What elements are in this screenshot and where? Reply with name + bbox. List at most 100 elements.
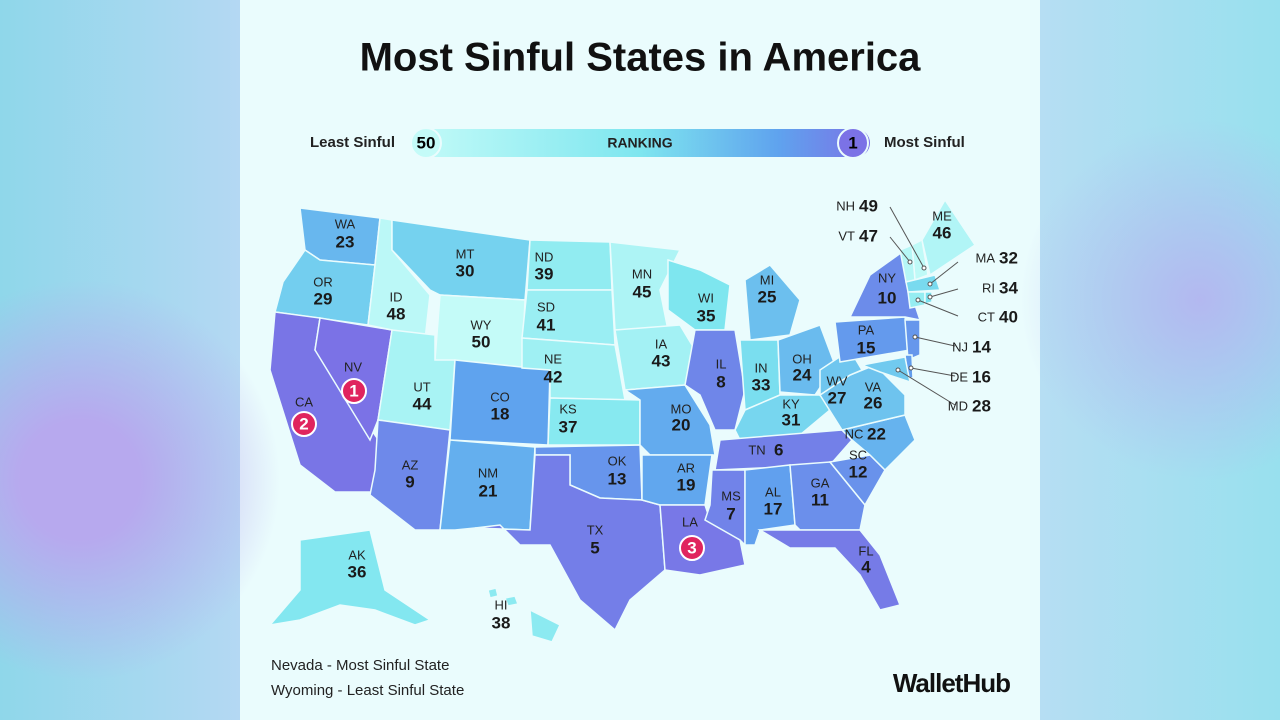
state-abbr: NV — [344, 359, 362, 374]
note: Wyoming - Least Sinful State — [271, 682, 464, 699]
state-rank: 45 — [633, 282, 652, 301]
state-rank: 19 — [677, 475, 696, 494]
state-abbr: CO — [490, 389, 510, 404]
state-abbr: VT — [838, 228, 855, 243]
state-abbr: NJ — [952, 339, 968, 354]
leader-line — [889, 236, 911, 263]
leader-dot — [907, 259, 913, 265]
state-rank: 10 — [878, 288, 897, 307]
leader-dot — [927, 294, 933, 300]
state-rank: 50 — [472, 332, 491, 351]
brand-logo: WalletHub — [893, 668, 1010, 698]
state-abbr: MS — [721, 488, 741, 503]
title: Most Sinful States in America — [360, 36, 922, 80]
state-abbr: PA — [858, 322, 875, 337]
state-rank: 22 — [867, 424, 886, 443]
state-shape — [474, 454, 666, 632]
state-abbr: AL — [765, 484, 781, 499]
legend-most-badge — [837, 127, 869, 159]
rank-badge — [679, 535, 705, 561]
state-rank: 34 — [999, 278, 1018, 297]
state-rank: 3 — [687, 538, 696, 557]
state-rank: 26 — [864, 393, 883, 412]
state-abbr: UT — [413, 379, 430, 394]
state-rank: 24 — [793, 365, 812, 384]
state-rank: 2 — [299, 414, 308, 433]
legend-least-badge — [410, 127, 442, 159]
state-abbr: NY — [878, 270, 896, 285]
state-rank: 7 — [726, 504, 735, 523]
leader-line — [889, 206, 925, 269]
legend-most-rank: 1 — [848, 133, 857, 152]
state-abbr: NM — [478, 465, 498, 480]
note: Nevada - Most Sinful State — [271, 657, 449, 674]
state-abbr: ID — [390, 289, 403, 304]
rank-badge — [291, 411, 317, 437]
state-abbr: MI — [760, 272, 774, 287]
state-shape — [905, 274, 942, 293]
state-abbr: AR — [677, 460, 695, 475]
state-abbr: WI — [698, 290, 714, 305]
state-rank: 41 — [537, 315, 556, 334]
state-abbr: DE — [950, 369, 968, 384]
state-abbr: LA — [682, 514, 698, 529]
state-shape — [744, 264, 801, 341]
state-rank: 29 — [314, 289, 333, 308]
leader-dot — [908, 365, 914, 371]
legend-center: RANKING — [607, 135, 672, 151]
state-shape — [684, 329, 746, 431]
state-rank: 32 — [999, 248, 1018, 267]
state-shape — [904, 319, 921, 362]
state-rank: 12 — [849, 462, 868, 481]
state-abbr: AK — [348, 547, 366, 562]
state-shape — [921, 198, 977, 277]
state-rank: 38 — [492, 613, 511, 632]
state-abbr: IN — [755, 360, 768, 375]
state-rank: 1 — [349, 381, 358, 400]
leader-line — [910, 367, 956, 377]
state-rank: 9 — [405, 472, 414, 491]
state-rank: 43 — [652, 351, 671, 370]
state-rank: 28 — [972, 396, 991, 415]
legend-least-rank: 50 — [417, 133, 436, 152]
state-abbr: ND — [535, 249, 554, 264]
leader-dot — [915, 297, 921, 303]
state-rank: 23 — [336, 232, 355, 251]
state-rank: 39 — [535, 264, 554, 283]
state-abbr: WA — [335, 216, 356, 231]
state-rank: 33 — [752, 375, 771, 394]
state-abbr: VA — [865, 379, 882, 394]
state-rank: 49 — [859, 196, 878, 215]
legend-least: Least Sinful — [310, 134, 395, 151]
state-abbr: SC — [849, 447, 867, 462]
leader-dot — [927, 281, 933, 287]
state-rank: 17 — [764, 499, 783, 518]
state-abbr: WV — [827, 373, 848, 388]
state-shape — [859, 356, 911, 384]
legend-bar — [410, 129, 870, 157]
state-rank: 21 — [479, 481, 498, 500]
state-rank: 18 — [491, 404, 510, 423]
state-abbr: OR — [313, 274, 333, 289]
state-rank: 35 — [697, 306, 716, 325]
state-rank: 25 — [758, 287, 777, 306]
state-abbr: CT — [978, 309, 995, 324]
state-abbr: MN — [632, 266, 652, 281]
state-abbr: NC — [845, 426, 864, 441]
state-rank: 42 — [544, 367, 563, 386]
state-abbr: WY — [471, 317, 492, 332]
map: WA23OR29CA2NV1ID48MT30WY50UT44AZ9CO18NM2… — [268, 196, 1018, 643]
state-shape — [757, 529, 902, 611]
state-rank: 36 — [348, 562, 367, 581]
leader-line — [929, 288, 959, 298]
state-shape — [659, 504, 746, 576]
state-shape — [609, 241, 682, 331]
state-abbr: TN — [748, 442, 765, 457]
leader-line — [897, 369, 956, 406]
state-rank: 20 — [672, 415, 691, 434]
state-rank: 47 — [859, 226, 878, 245]
state-rank: 30 — [456, 261, 475, 280]
state-abbr: FL — [858, 543, 873, 558]
state-rank: 27 — [828, 388, 847, 407]
